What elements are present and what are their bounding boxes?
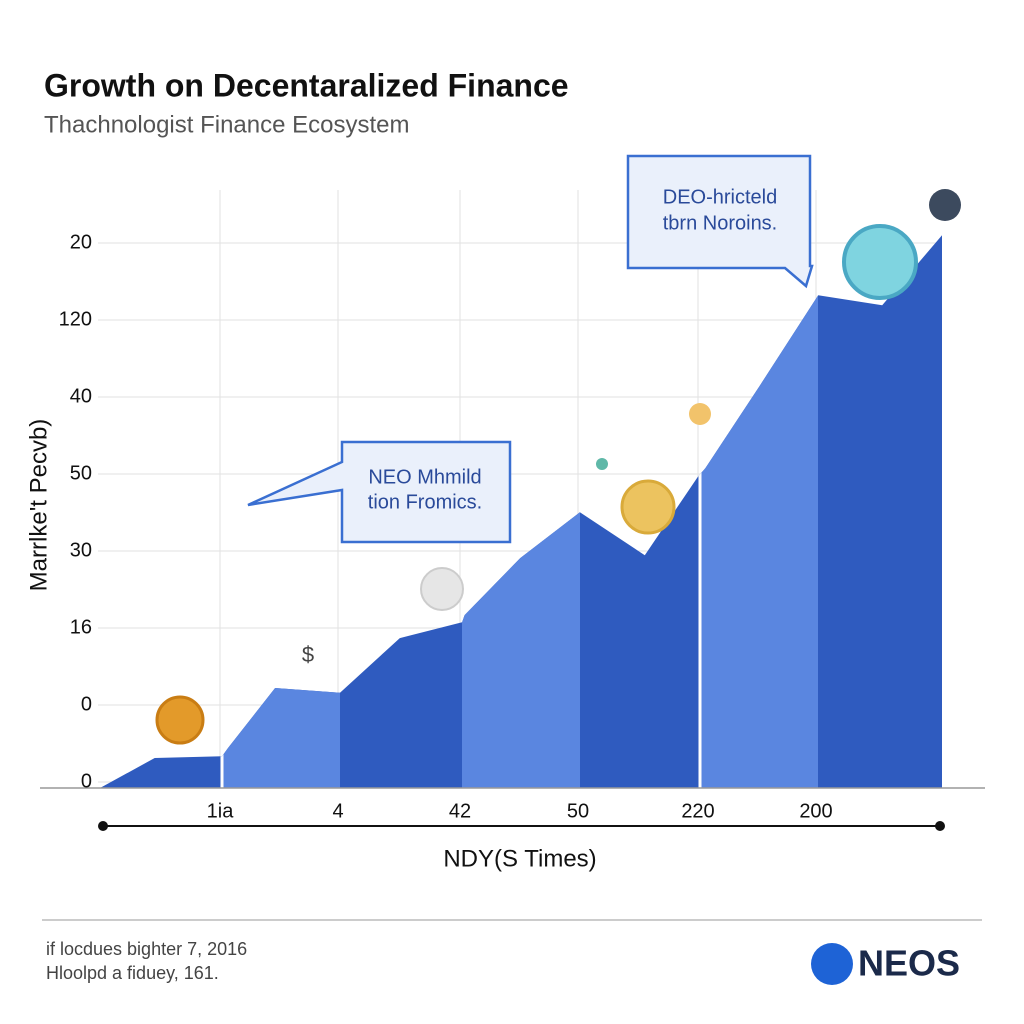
footer-line: Hloolpd a fiduey, 161.: [46, 963, 219, 983]
y-axis-label: Marrlke't Pecvb): [25, 419, 52, 592]
y-tick-label: 20: [70, 231, 92, 253]
symbol: $: [302, 642, 314, 667]
annotation-line: tbrn Noroins.: [663, 212, 778, 234]
coin-icon: [155, 695, 205, 745]
bulb-icon: [689, 403, 711, 425]
gear-icon: [842, 224, 918, 300]
x-tick-label: 220: [681, 800, 714, 822]
coin-icon: [420, 567, 464, 611]
dot-icon: [596, 458, 608, 470]
timeline-dot: [98, 821, 108, 831]
callout-box: [626, 154, 814, 289]
x-tick-label: 50: [567, 800, 589, 822]
annotation-line: tion Fromics.: [368, 491, 482, 513]
y-tick-label: 0: [81, 770, 92, 792]
help-icon: [929, 189, 961, 221]
annotation-line: NEO Mhmild: [368, 466, 481, 488]
x-tick-label: 1ia: [207, 800, 235, 822]
footer-line: if locdues bighter 7, 2016: [46, 939, 247, 959]
x-tick-label: 200: [799, 800, 832, 822]
annotation-line: DEO-hricteld: [663, 186, 777, 208]
y-tick-label: 30: [70, 539, 92, 561]
y-tick-label: 120: [59, 308, 92, 330]
y-tick-label: 50: [70, 462, 92, 484]
x-axis-label: NDY(S Times): [443, 845, 596, 872]
coin-icon: [620, 479, 676, 535]
y-tick-label: 40: [70, 385, 92, 407]
x-tick-label: 42: [449, 800, 471, 822]
brand-name: NEOS: [858, 943, 960, 984]
x-tick-label: 4: [332, 800, 343, 822]
y-tick-label: 16: [70, 616, 92, 638]
chart-subtitle: Thachnologist Finance Ecosystem: [44, 111, 410, 138]
timeline-dot: [935, 821, 945, 831]
callout-box: [247, 440, 512, 544]
brand-logo: [811, 943, 853, 985]
y-tick-label: 0: [81, 693, 92, 715]
chart-title: Growth on Decentaralized Finance: [44, 67, 569, 103]
